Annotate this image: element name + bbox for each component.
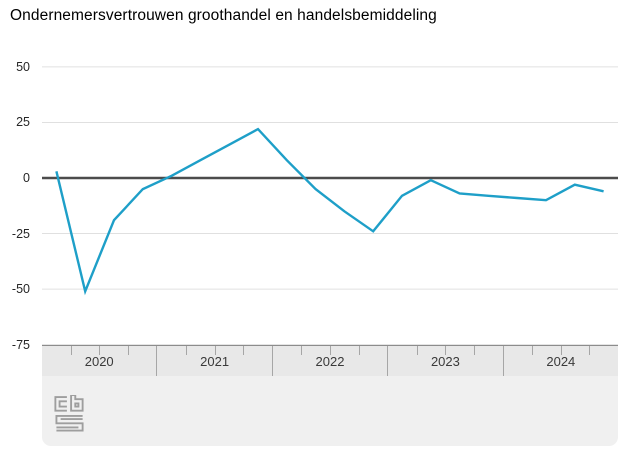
chart-title: Ondernemersvertrouwen groothandel en han… bbox=[10, 7, 437, 24]
year-label: 2023 bbox=[430, 353, 460, 369]
x-axis-year-band: 2020 2021 2022 2023 2024 bbox=[42, 344, 618, 376]
year-cell-2020: 2020 bbox=[42, 345, 158, 376]
year-label: 2021 bbox=[200, 353, 230, 369]
year-label: 2024 bbox=[546, 353, 576, 369]
y-axis-tick-label: -50 bbox=[11, 282, 30, 297]
quarter-tick bbox=[214, 345, 216, 355]
quarter-tick bbox=[301, 345, 303, 355]
year-cell-2022: 2022 bbox=[273, 345, 389, 376]
quarter-tick bbox=[532, 345, 534, 355]
quarter-tick bbox=[416, 345, 418, 355]
y-axis-tick-label: 0 bbox=[23, 171, 30, 185]
year-cell-2021: 2021 bbox=[157, 345, 273, 376]
confidence-data-line bbox=[55, 127, 604, 296]
y-axis-tick-label: 50 bbox=[16, 59, 30, 74]
quarter-tick bbox=[186, 345, 187, 355]
quarter-tick bbox=[589, 345, 591, 355]
cbs-logo-icon bbox=[54, 395, 84, 432]
quarter-tick bbox=[445, 345, 447, 355]
y-axis-tick-label: 25 bbox=[16, 115, 30, 130]
quarter-tick bbox=[560, 345, 562, 355]
year-label: 2022 bbox=[315, 353, 345, 369]
quarter-tick bbox=[99, 345, 101, 355]
quarter-tick bbox=[474, 345, 476, 355]
chart-footer bbox=[42, 376, 618, 446]
quarter-tick bbox=[358, 345, 360, 355]
quarter-tick bbox=[127, 345, 129, 355]
y-axis-tick-label: -75 bbox=[11, 337, 30, 352]
year-label: 2020 bbox=[84, 353, 114, 369]
year-cell-2023: 2023 bbox=[388, 345, 504, 376]
y-axis-tick-label: -25 bbox=[11, 226, 30, 241]
quarter-tick bbox=[243, 345, 245, 355]
quarter-tick bbox=[330, 345, 332, 355]
quarter-tick bbox=[70, 345, 72, 355]
year-cell-2024: 2024 bbox=[504, 345, 618, 376]
